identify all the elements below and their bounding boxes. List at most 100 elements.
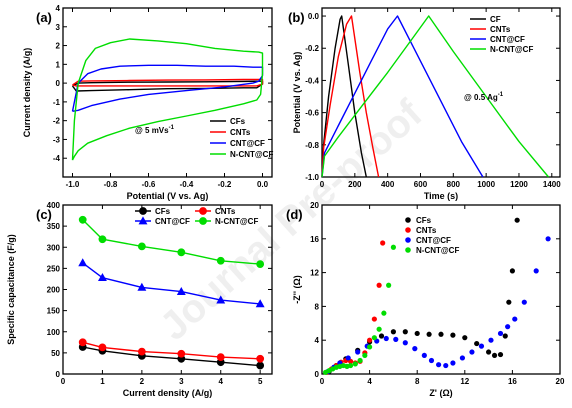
data-point	[137, 282, 147, 291]
data-point	[386, 282, 392, 288]
y-tick-label: 300	[47, 243, 61, 252]
annotation-superscript: -1	[498, 92, 504, 98]
data-point	[376, 282, 382, 288]
y-axis-label: -Z'' (Ω)	[292, 275, 302, 304]
y-tick-label: 8	[315, 302, 320, 311]
series-line-cf	[321, 15, 367, 178]
legend-entry: CNT@CF	[155, 217, 190, 226]
x-axis-label: Z' (Ω)	[429, 388, 452, 398]
data-point	[98, 235, 107, 244]
legend-entry: CFs	[416, 216, 432, 225]
y-axis-label: Potential (V vs. Ag)	[292, 52, 302, 134]
panel-a: -1.0 -0.8 -0.6 -0.4 -0.2 0.0 -4 -3 -2 -1 0 1 2 3 4 Pote…	[22, 4, 273, 201]
series-line-cnts	[72, 78, 264, 87]
y-tick-label: 150	[47, 307, 61, 316]
y-tick-label: -1.0	[305, 173, 319, 182]
data-point	[137, 347, 146, 356]
annotation-superscript: -1	[169, 125, 175, 131]
y-tick-label: 100	[47, 328, 61, 337]
data-point	[474, 340, 480, 347]
x-tick-label: 0.0	[257, 180, 269, 189]
legend-entry: CNT@CF	[230, 139, 265, 148]
data-point	[383, 335, 389, 342]
annotation-main: @ 5 mVs	[135, 126, 169, 135]
legend-entry: CNT@CF	[490, 35, 525, 44]
legend-entry: N-CNT@CF	[215, 217, 258, 226]
legend-swatch	[405, 247, 411, 253]
y-tick-label: -0.8	[305, 141, 319, 150]
x-tick-label: -1.0	[66, 180, 80, 189]
data-point	[491, 352, 498, 359]
data-point	[486, 349, 492, 355]
data-point	[177, 248, 186, 257]
y-tick-label: -0.2	[305, 44, 319, 53]
data-point	[497, 351, 504, 358]
legend-swatch	[405, 227, 411, 233]
x-tick-label: 20	[556, 377, 565, 386]
y-tick-label: 0	[56, 370, 61, 379]
x-tick-label: 1	[100, 377, 105, 386]
legend-entry: N-CNT@CF	[230, 150, 273, 159]
plot-frame	[62, 7, 273, 178]
panels: -1.0 -0.8 -0.6 -0.4 -0.2 0.0-4-3-2-101234Pote…	[6, 4, 565, 398]
panel-label: (a)	[36, 10, 52, 25]
x-tick-label: 12	[460, 377, 469, 386]
data-point	[371, 335, 377, 341]
data-point	[438, 331, 444, 337]
x-tick-label: 16	[508, 377, 517, 386]
data-point	[177, 349, 186, 358]
data-point	[362, 352, 368, 359]
panel-b: 0 200 400 600 800 1000 1200 1400 -1.0 -0.8 -0.6 -0.…	[288, 7, 561, 201]
x-axis-label: Current density (A/g)	[123, 388, 213, 398]
data-point	[97, 273, 107, 282]
legend-swatch	[405, 217, 411, 223]
legend-marker	[138, 216, 148, 225]
y-tick-label: 12	[310, 269, 319, 278]
data-point	[505, 324, 511, 330]
y-tick-label: 3	[56, 23, 61, 32]
series-line-cnts	[82, 341, 261, 360]
data-point	[216, 256, 225, 265]
legend-entry: CFs	[230, 117, 246, 126]
y-tick-label: 16	[310, 235, 319, 244]
legend-marker	[139, 207, 147, 215]
x-axis-label: Potential (V vs. Ag)	[127, 191, 209, 201]
data-point	[488, 337, 494, 343]
data-point	[78, 258, 88, 267]
annotation-main: @ 0.5 Ag	[464, 93, 498, 102]
legend-entry: N-CNT@CF	[490, 45, 533, 54]
panel-label: (c)	[36, 207, 52, 222]
data-point	[78, 215, 87, 224]
legend-entry: CNTs	[230, 128, 251, 137]
y-tick-label: 20	[310, 201, 319, 210]
plot-frame	[321, 7, 561, 178]
x-tick-label: -0.6	[142, 180, 156, 189]
data-point	[176, 286, 186, 295]
y-tick-label: -2	[53, 117, 61, 126]
data-point	[443, 362, 449, 369]
x-tick-label: 800	[447, 180, 461, 189]
y-tick-label: 0	[56, 79, 61, 88]
legend-entry: CFs	[155, 207, 171, 216]
x-axis-label: Time (s)	[424, 191, 458, 201]
x-tick-label: 5	[258, 377, 263, 386]
legend-marker	[199, 217, 207, 225]
y-tick-label: 4	[315, 336, 320, 345]
data-point	[509, 268, 515, 274]
data-point	[545, 236, 551, 242]
legend-entry: CNTs	[490, 25, 511, 34]
legend-entry: CNTs	[215, 207, 236, 216]
series-line-cnts	[321, 15, 380, 178]
x-tick-label: 600	[414, 180, 428, 189]
series-line-cnt-cf	[321, 15, 484, 178]
legend-entry: CF	[490, 15, 501, 24]
data-point	[255, 299, 265, 308]
y-tick-label: 0	[315, 370, 320, 379]
y-tick-label: 0.0	[308, 12, 320, 21]
data-point	[256, 361, 265, 370]
series-line-n-cnt-cf	[82, 219, 261, 265]
data-point	[216, 295, 226, 304]
